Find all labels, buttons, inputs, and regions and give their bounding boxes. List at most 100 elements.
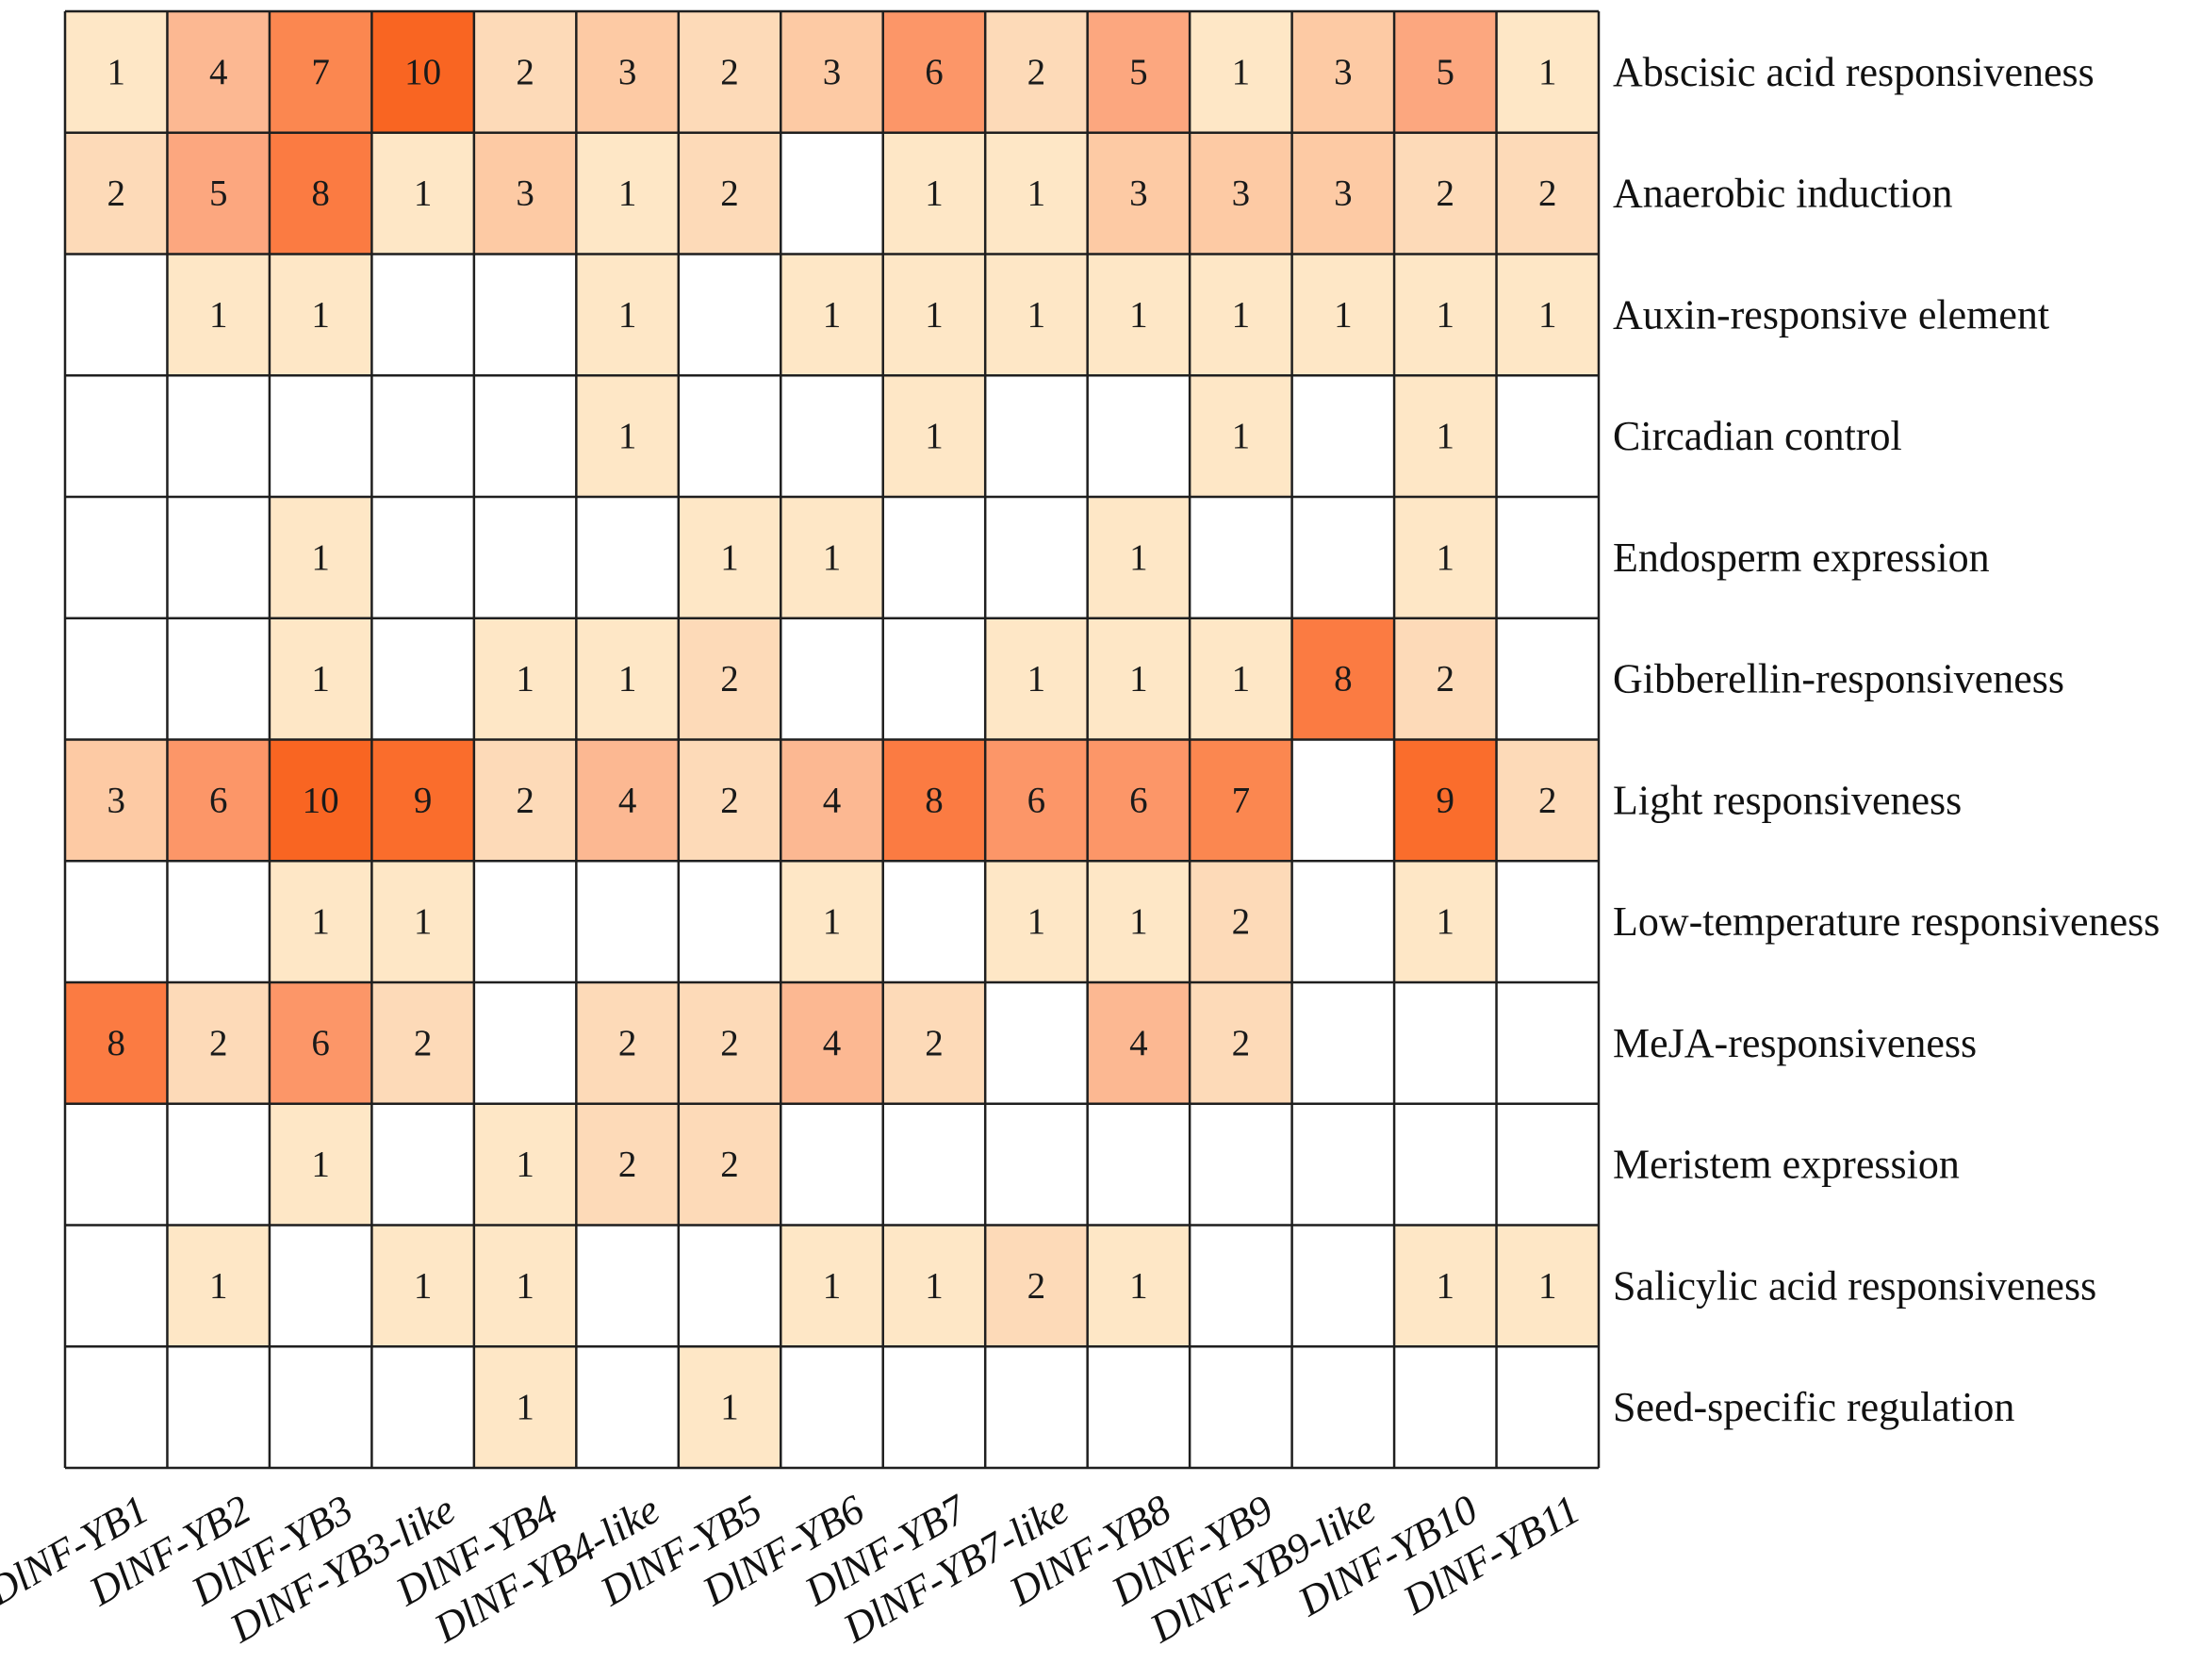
- heatmap-cell: [576, 1103, 679, 1226]
- heatmap-cell: [371, 1225, 474, 1347]
- heatmap-cell: [576, 375, 679, 497]
- heatmap-cell: [167, 618, 270, 740]
- heatmap-cell: [167, 982, 270, 1104]
- cell-value-label: 1: [516, 1145, 534, 1185]
- cell-value-label: 1: [311, 294, 330, 335]
- heatmap-cell: [882, 497, 986, 618]
- heatmap-cell: [1087, 618, 1191, 740]
- heatmap-cell: [1190, 618, 1292, 740]
- heatmap-cell: [269, 11, 372, 133]
- cell-value-label: 3: [107, 780, 125, 820]
- cell-value-label: 5: [1129, 52, 1148, 92]
- cell-value-label: 5: [1437, 52, 1455, 92]
- heatmap-cell: [882, 861, 986, 982]
- heatmap-cell: [1394, 254, 1497, 376]
- heatmap-cell: [1291, 861, 1395, 982]
- cell-value-label: 9: [1437, 780, 1455, 820]
- cell-value-label: 1: [311, 901, 330, 942]
- cell-value-label: 1: [516, 1387, 534, 1427]
- cell-value-label: 7: [311, 52, 330, 92]
- heatmap-cell: [1496, 1225, 1599, 1347]
- heatmap-cell: [65, 1103, 168, 1226]
- cell-value-label: 1: [1027, 659, 1046, 700]
- cell-value-label: 1: [618, 659, 637, 700]
- heatmap-cell: [1291, 618, 1395, 740]
- cell-value-label: 1: [1437, 901, 1455, 942]
- heatmap-cell: [269, 1225, 372, 1347]
- row-label: Salicylic acid responsiveness: [1613, 1262, 2096, 1309]
- heatmap-cell: [1291, 375, 1395, 497]
- heatmap-cell: [269, 132, 372, 255]
- cell-value-label: 8: [311, 173, 330, 214]
- cell-value-label: 1: [1129, 294, 1148, 335]
- heatmap-cell: [678, 1346, 781, 1468]
- cell-value-label: 1: [1027, 901, 1046, 942]
- heatmap-cell: [882, 132, 986, 255]
- column-labels: DlNF-YB1DlNF-YB2DlNF-YB3DlNF-YB3-likeDlN…: [0, 1485, 1587, 1652]
- heatmap-cell: [576, 1225, 679, 1347]
- heatmap-cell: [473, 861, 577, 982]
- heatmap-cell: [371, 1346, 474, 1468]
- row-label: Meristem expression: [1613, 1142, 1960, 1188]
- heatmap-cell: [678, 861, 781, 982]
- heatmap-cell: [1394, 497, 1497, 618]
- heatmap-cell: [167, 254, 270, 376]
- heatmap-cell: [985, 1103, 1088, 1226]
- cell-value-label: 1: [823, 294, 842, 335]
- cell-value-label: 3: [1334, 173, 1353, 214]
- cell-value-label: 8: [1334, 659, 1353, 700]
- heatmap-cell: [1496, 1346, 1599, 1468]
- cell-value-label: 1: [414, 901, 433, 942]
- heatmap-cell: [65, 982, 168, 1104]
- cell-value-label: 2: [1437, 173, 1455, 214]
- cell-value-label: 1: [720, 537, 739, 578]
- cell-value-label: 2: [1027, 52, 1046, 92]
- heatmap-cell: [65, 497, 168, 618]
- heatmap-cell: [985, 1346, 1088, 1468]
- cell-value-label: 1: [925, 173, 944, 214]
- heatmap-cell: [1291, 132, 1395, 255]
- cell-value-label: 2: [720, 52, 739, 92]
- heatmap-cell: [1394, 618, 1497, 740]
- heatmap-cell: [65, 132, 168, 255]
- heatmap-cell: [473, 11, 577, 133]
- cell-value-label: 1: [1538, 52, 1557, 92]
- heatmap-cell: [65, 861, 168, 982]
- heatmap-cell: [167, 11, 270, 133]
- cell-value-label: 3: [1129, 173, 1148, 214]
- heatmap-cell: [371, 375, 474, 497]
- heatmap-cell: [1394, 1103, 1497, 1226]
- heatmap-cell: [882, 1225, 986, 1347]
- heatmap-cell: [1087, 375, 1191, 497]
- cell-value-label: 1: [311, 1145, 330, 1185]
- heatmap-cell: [1291, 982, 1395, 1104]
- cell-value-label: 1: [311, 537, 330, 578]
- cell-value-label: 1: [618, 173, 637, 214]
- cell-value-label: 8: [925, 780, 944, 820]
- heatmap-cell: [1496, 132, 1599, 255]
- heatmap-cell: [1291, 1103, 1395, 1226]
- heatmap-cell: [1394, 861, 1497, 982]
- heatmap-cell: [473, 739, 577, 862]
- heatmap-cell: [1087, 497, 1191, 618]
- cell-value-label: 1: [823, 537, 842, 578]
- heatmap-cell: [780, 132, 883, 255]
- heatmap-cell: [1087, 254, 1191, 376]
- heatmap-cell: [985, 1225, 1088, 1347]
- heatmap-cell: [985, 861, 1088, 982]
- heatmap-cell: [371, 739, 474, 862]
- heatmap-cell: [985, 739, 1088, 862]
- heatmap-cell: [1190, 739, 1292, 862]
- heatmap-cell: [1291, 254, 1395, 376]
- heatmap-cell: [167, 1346, 270, 1468]
- heatmap-cell: [780, 1346, 883, 1468]
- cell-value-label: 1: [1027, 294, 1046, 335]
- heatmap-cell: [371, 497, 474, 618]
- cell-value-label: 2: [1538, 173, 1557, 214]
- heatmap-cell: [882, 1103, 986, 1226]
- cell-value-label: 2: [1232, 1023, 1251, 1063]
- heatmap-cell: [473, 254, 577, 376]
- heatmap-cell: [678, 375, 781, 497]
- cell-value-label: 2: [1027, 1265, 1046, 1306]
- heatmap-cell: [269, 739, 372, 862]
